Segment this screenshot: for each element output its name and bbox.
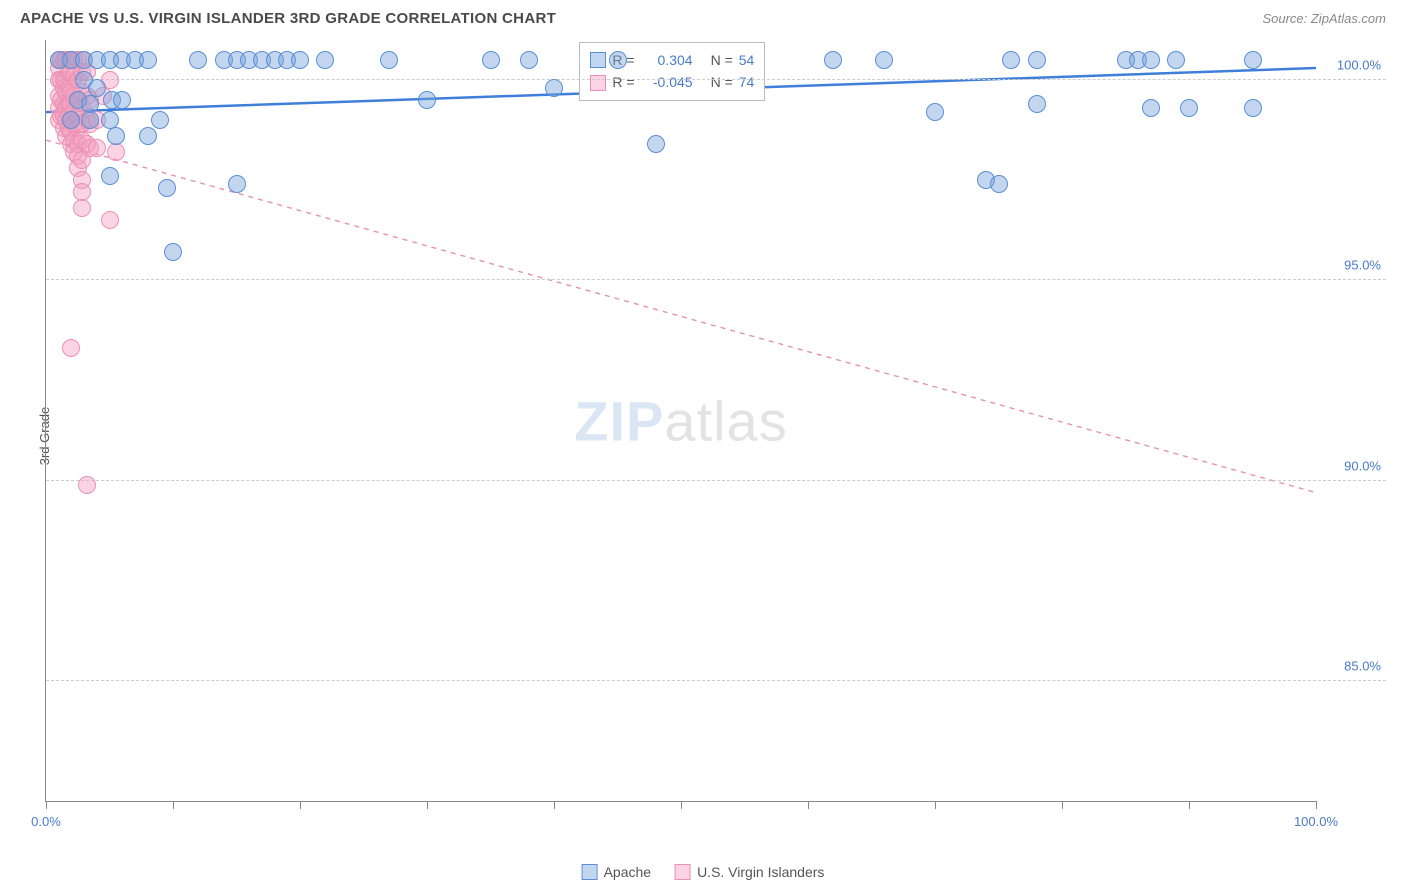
scatter-point-usvi [78,476,96,494]
scatter-point-usvi [88,139,106,157]
scatter-point-apache [81,95,99,113]
legend-item: Apache [582,864,651,880]
n-label: N = [711,49,733,71]
gridline-h [46,79,1386,80]
chart-container: 3rd Grade ZIPatlas R =0.304N =54R =-0.04… [45,40,1386,832]
n-value: 74 [739,71,755,93]
scatter-point-apache [228,175,246,193]
x-tick-label: 0.0% [31,814,61,829]
scatter-point-apache [151,111,169,129]
legend-item: U.S. Virgin Islanders [675,864,824,880]
scatter-point-apache [107,127,125,145]
scatter-point-apache [81,111,99,129]
scatter-point-apache [380,51,398,69]
x-tick [681,801,682,809]
gridline-h [46,279,1386,280]
x-tick [46,801,47,809]
scatter-point-apache [609,51,627,69]
chart-title: APACHE VS U.S. VIRGIN ISLANDER 3RD GRADE… [20,10,556,27]
chart-source: Source: ZipAtlas.com [1262,11,1386,26]
y-tick-label: 95.0% [1344,258,1381,273]
x-tick [1189,801,1190,809]
legend-label: Apache [604,864,651,880]
chart-header: APACHE VS U.S. VIRGIN ISLANDER 3RD GRADE… [0,0,1406,33]
y-tick-label: 90.0% [1344,458,1381,473]
x-tick [1316,801,1317,809]
scatter-point-apache [164,243,182,261]
r-value: -0.045 [641,71,693,93]
x-tick-label: 100.0% [1294,814,1338,829]
scatter-point-apache [316,51,334,69]
scatter-point-apache [482,51,500,69]
x-tick [427,801,428,809]
trend-lines [46,40,1316,801]
scatter-point-usvi [101,211,119,229]
x-tick [300,801,301,809]
legend-swatch [582,864,598,880]
legend-swatch [590,75,606,91]
scatter-point-apache [1142,51,1160,69]
scatter-point-apache [1244,99,1262,117]
legend-swatch [590,52,606,68]
y-tick-label: 100.0% [1337,58,1381,73]
scatter-point-apache [1180,99,1198,117]
scatter-point-apache [1167,51,1185,69]
scatter-point-apache [990,175,1008,193]
legend-label: U.S. Virgin Islanders [697,864,824,880]
scatter-point-apache [520,51,538,69]
scatter-point-apache [101,167,119,185]
scatter-point-apache [1142,99,1160,117]
scatter-point-usvi [107,143,125,161]
y-tick-label: 85.0% [1344,658,1381,673]
x-tick [1062,801,1063,809]
scatter-point-apache [62,111,80,129]
scatter-point-apache [189,51,207,69]
scatter-point-usvi [73,199,91,217]
scatter-point-apache [1244,51,1262,69]
gridline-h [46,480,1386,481]
n-value: 54 [739,49,755,71]
watermark: ZIPatlas [574,388,787,453]
x-tick [808,801,809,809]
scatter-point-apache [139,127,157,145]
plot-area: ZIPatlas R =0.304N =54R =-0.045N =74 85.… [45,40,1316,802]
stats-legend: R = 0.304 N = 54R = -0.045 N = 74 [579,42,765,101]
r-label: R = [612,71,634,93]
n-label: N = [711,71,733,93]
scatter-point-apache [647,135,665,153]
scatter-point-apache [875,51,893,69]
x-tick [935,801,936,809]
series-legend: Apache U.S. Virgin Islanders [582,864,825,880]
scatter-point-apache [926,103,944,121]
x-tick [554,801,555,809]
scatter-point-apache [1002,51,1020,69]
scatter-point-apache [113,91,131,109]
scatter-point-apache [1028,51,1046,69]
scatter-point-apache [1028,95,1046,113]
scatter-point-apache [824,51,842,69]
scatter-point-apache [418,91,436,109]
r-value: 0.304 [641,49,693,71]
gridline-h [46,680,1386,681]
legend-swatch [675,864,691,880]
scatter-point-apache [88,79,106,97]
stats-legend-row: R = -0.045 N = 74 [590,71,754,93]
scatter-point-apache [291,51,309,69]
scatter-point-usvi [62,339,80,357]
scatter-point-apache [158,179,176,197]
scatter-point-apache [545,79,563,97]
x-tick [173,801,174,809]
scatter-point-apache [139,51,157,69]
